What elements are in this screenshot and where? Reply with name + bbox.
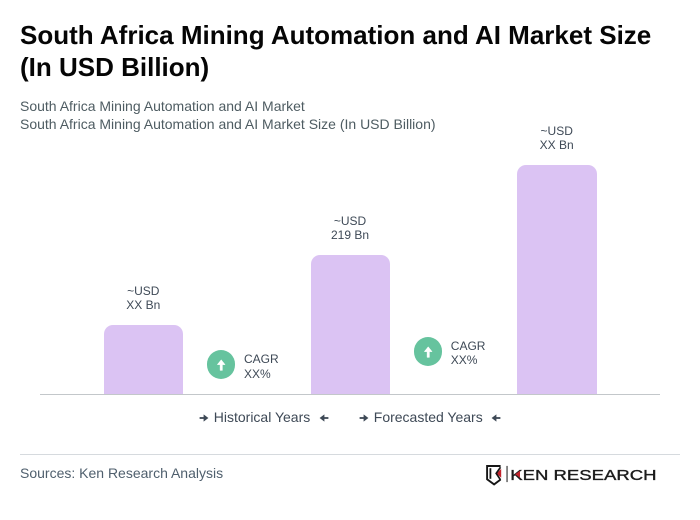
svg-text:KEN RESEARCH: KEN RESEARCH bbox=[510, 466, 656, 483]
